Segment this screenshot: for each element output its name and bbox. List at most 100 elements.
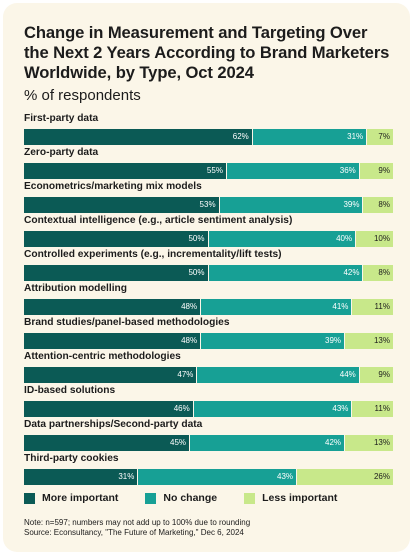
less-important-segment: 7% — [367, 129, 393, 145]
legend-swatch — [244, 492, 256, 504]
stacked-bar: 50% 40% 10% — [24, 231, 393, 247]
bar-row: Attribution modelling 48% 41% 11% — [24, 282, 393, 316]
more-important-segment: 31% — [24, 469, 139, 485]
chart-card: Change in Measurement and Targeting Over… — [3, 3, 410, 552]
bar-row: Contextual intelligence (e.g., article s… — [24, 214, 393, 248]
stacked-bar: 45% 42% 13% — [24, 435, 393, 451]
category-label: Brand studies/panel-based methodologies — [24, 317, 230, 328]
more-important-segment: 53% — [24, 197, 220, 213]
data-label: 7% — [378, 132, 390, 141]
data-label: 13% — [373, 438, 390, 447]
legend-label: More important — [42, 492, 119, 504]
no-change-segment: 36% — [226, 163, 360, 179]
more-important-segment: 48% — [24, 333, 202, 349]
bar-row: Zero-party data 55% 36% 9% — [24, 146, 393, 180]
less-important-segment: 13% — [345, 333, 393, 349]
source-text: Source: Econsultancy, "The Future of Mar… — [24, 528, 244, 537]
legend-swatch — [145, 492, 157, 504]
category-label: First-party data — [24, 113, 99, 124]
data-label: 62% — [232, 132, 249, 141]
data-label: 55% — [206, 166, 223, 175]
data-label: 42% — [343, 268, 360, 277]
data-label: 36% — [339, 166, 356, 175]
stacked-bar: 47% 44% 9% — [24, 367, 393, 383]
no-change-segment: 43% — [193, 401, 353, 417]
data-label: 48% — [181, 302, 198, 311]
stacked-bar: 46% 43% 11% — [24, 401, 393, 417]
less-important-segment: 11% — [352, 299, 393, 315]
data-label: 10% — [373, 234, 390, 243]
category-label: Controlled experiments (e.g., incrementa… — [24, 249, 282, 260]
stacked-bar: 55% 36% 9% — [24, 163, 393, 179]
less-important-segment: 26% — [297, 469, 393, 485]
data-label: 39% — [325, 336, 342, 345]
data-label: 50% — [188, 234, 205, 243]
more-important-segment: 55% — [24, 163, 227, 179]
chart-notes: Note: n=597; numbers may not add up to 1… — [24, 518, 393, 538]
data-label: 11% — [374, 302, 390, 311]
stacked-bar: 53% 39% 8% — [24, 197, 393, 213]
data-label: 41% — [332, 302, 349, 311]
no-change-segment: 31% — [252, 129, 368, 145]
no-change-segment: 42% — [190, 435, 346, 451]
data-label: 48% — [181, 336, 198, 345]
no-change-segment: 39% — [201, 333, 346, 349]
less-important-segment: 10% — [356, 231, 393, 247]
data-label: 40% — [336, 234, 353, 243]
stacked-bar: 31% 43% 26% — [24, 469, 393, 485]
data-label: 42% — [325, 438, 342, 447]
data-label: 53% — [199, 200, 216, 209]
data-label: 39% — [343, 200, 360, 209]
stacked-bar: 50% 42% 8% — [24, 265, 393, 281]
more-important-segment: 62% — [24, 129, 253, 145]
category-label: Data partnerships/Second-party data — [24, 419, 203, 430]
more-important-segment: 46% — [24, 401, 194, 417]
less-important-segment: 13% — [345, 435, 393, 451]
bar-row: Controlled experiments (e.g., incrementa… — [24, 248, 393, 282]
data-label: 9% — [378, 166, 390, 175]
no-change-segment: 39% — [219, 197, 364, 213]
data-label: 9% — [378, 370, 390, 379]
no-change-segment: 41% — [201, 299, 353, 315]
bar-row: Data partnerships/Second-party data 45% 42… — [24, 418, 393, 452]
data-label: 8% — [378, 200, 390, 209]
no-change-segment: 40% — [208, 231, 357, 247]
data-label: 45% — [170, 438, 187, 447]
category-label: ID-based solutions — [24, 385, 116, 396]
note-text: Note: n=597; numbers may not add up to 1… — [24, 518, 251, 527]
chart-subtitle: % of respondents — [24, 87, 141, 104]
less-important-segment: 8% — [363, 265, 393, 281]
no-change-segment: 42% — [208, 265, 364, 281]
category-label: Third-party cookies — [24, 453, 119, 464]
bar-row: Attention-centric methodologies 47% 44% 9% — [24, 350, 393, 384]
data-label: 46% — [173, 404, 190, 413]
category-label: Contextual intelligence (e.g., article s… — [24, 215, 293, 226]
category-label: Econometrics/marketing mix models — [24, 181, 202, 192]
data-label: 26% — [373, 472, 390, 481]
data-label: 50% — [188, 268, 205, 277]
bar-row: ID-based solutions 46% 43% 11% — [24, 384, 393, 418]
legend-less-important: Less important — [244, 492, 337, 504]
no-change-segment: 44% — [197, 367, 360, 383]
legend-no-change: No change — [145, 492, 217, 504]
data-label: 43% — [277, 472, 294, 481]
data-label: 8% — [378, 268, 390, 277]
data-label: 31% — [118, 472, 135, 481]
bar-row: Brand studies/panel-based methodologies 4… — [24, 316, 393, 350]
more-important-segment: 47% — [24, 367, 198, 383]
stacked-bar: 48% 39% 13% — [24, 333, 393, 349]
bar-row: Econometrics/marketing mix models 53% 39% 8… — [24, 180, 393, 214]
less-important-segment: 8% — [363, 197, 393, 213]
bar-rows: First-party data 62% 31% 7% Zero-party data 5… — [24, 112, 393, 486]
no-change-segment: 43% — [138, 469, 298, 485]
more-important-segment: 48% — [24, 299, 202, 315]
stacked-bar: 48% 41% 11% — [24, 299, 393, 315]
data-label: 11% — [374, 404, 390, 413]
data-label: 31% — [347, 132, 364, 141]
category-label: Attention-centric methodologies — [24, 351, 181, 362]
data-label: 44% — [339, 370, 356, 379]
more-important-segment: 50% — [24, 231, 209, 247]
legend-swatch — [24, 492, 35, 504]
bar-row: Third-party cookies 31% 43% 26% — [24, 452, 393, 486]
more-important-segment: 50% — [24, 265, 209, 281]
